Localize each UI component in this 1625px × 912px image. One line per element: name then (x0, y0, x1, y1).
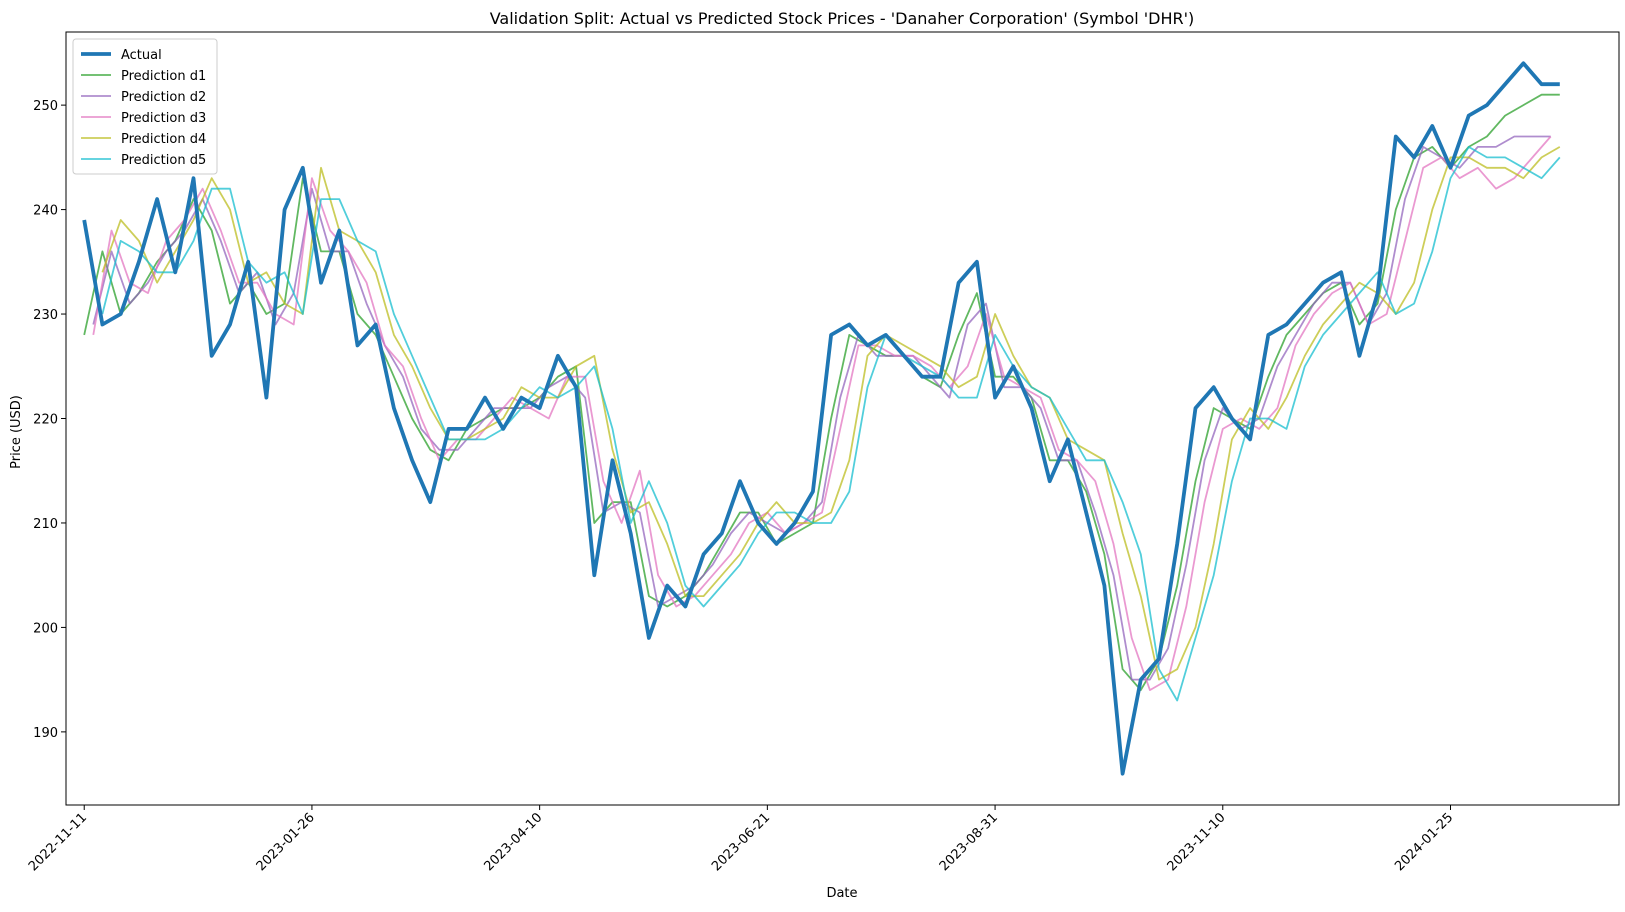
series-line-prediction-d4 (101, 146, 1561, 681)
x-tick-label: 2023-04-10 (481, 810, 545, 874)
y-tick-label: 190 (33, 726, 58, 741)
series-line-prediction-d2 (92, 135, 1551, 681)
legend-label-prediction-d4: Prediction d4 (121, 132, 206, 147)
legend-box (72, 38, 218, 175)
legend-label-actual: Actual (121, 48, 162, 63)
legend-label-prediction-d1: Prediction d1 (121, 69, 206, 84)
x-tick-label: 2023-08-31 (937, 810, 1001, 874)
x-tick-label: 2023-06-21 (709, 810, 773, 874)
legend: Actual Prediction d1 Prediction d2 Predicti… (72, 38, 218, 175)
series-layer (82, 61, 1561, 776)
y-tick-label: 250 (33, 99, 58, 114)
y-tick-label: 240 (33, 204, 58, 219)
x-tick-label: 2022-11-11 (26, 810, 90, 874)
series-line-prediction-d5 (101, 145, 1561, 702)
chart-title: Validation Split: Actual vs Predicted St… (490, 9, 1195, 28)
legend-label-prediction-d5: Prediction d5 (121, 153, 206, 168)
x-axis-ticks: 2022-11-11 2023-01-26 2023-04-10 2023-06-21… (26, 805, 1456, 874)
x-tick-label: 2023-01-26 (254, 810, 318, 874)
y-tick-label: 210 (33, 517, 58, 532)
legend-label-prediction-d2: Prediction d2 (121, 90, 206, 105)
y-tick-label: 230 (33, 308, 58, 323)
legend-label-prediction-d3: Prediction d3 (121, 111, 206, 126)
x-axis-label: Date (826, 886, 857, 901)
y-tick-label: 220 (33, 413, 58, 428)
y-tick-label: 200 (33, 621, 58, 636)
x-tick-label: 2024-01-25 (1392, 810, 1456, 874)
y-axis-ticks: 190 200 210 220 230 240 250 (33, 99, 66, 741)
y-axis-label: Price (USD) (9, 395, 24, 469)
series-line-actual (82, 61, 1560, 776)
x-tick-label: 2023-11-10 (1165, 810, 1229, 874)
